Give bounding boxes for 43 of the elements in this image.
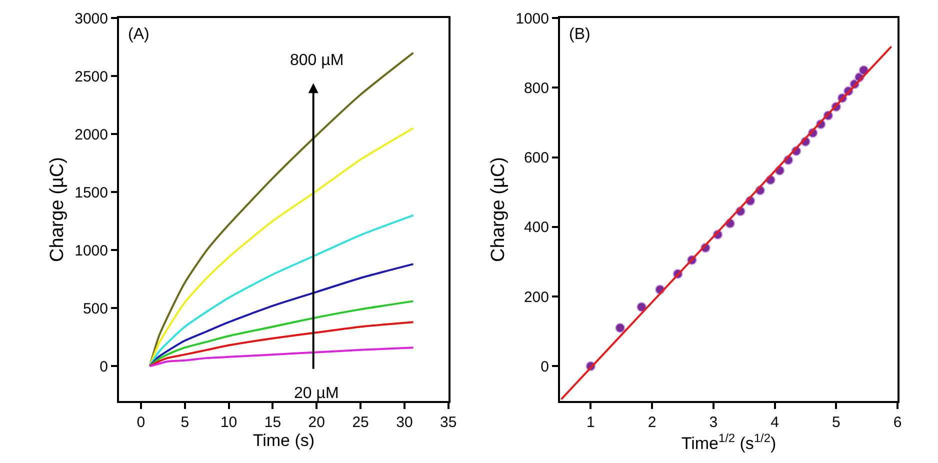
annotation: 20 µM xyxy=(294,385,339,402)
y-tick-label: 3000 xyxy=(74,10,108,28)
line-series xyxy=(148,52,414,368)
x-tick-label: 3 xyxy=(709,414,718,431)
x-tick-label: 20 xyxy=(308,414,325,431)
y-tick-label: 600 xyxy=(524,150,549,167)
x-tick-label: 1 xyxy=(586,414,595,431)
annotation: (A) xyxy=(128,26,150,43)
x-tick-label: 10 xyxy=(220,414,238,431)
x-tick-label: 30 xyxy=(396,414,413,431)
y-tick-label: 1000 xyxy=(74,242,108,260)
x-axis-title: Time (s) xyxy=(252,431,315,450)
y-tick-label: 2500 xyxy=(74,68,108,86)
y-tick-label: 2000 xyxy=(74,126,108,144)
x-tick-label: 0 xyxy=(136,414,146,431)
line-series xyxy=(148,127,414,368)
y-tick-label: 1500 xyxy=(74,184,108,202)
x-axis-title: Time$^{1/2}$ (s$^{1/2}$) xyxy=(681,431,776,454)
x-tick-label: 5 xyxy=(180,414,190,431)
x-tick-label: 15 xyxy=(264,414,282,431)
annotation: (B) xyxy=(569,26,590,43)
annotation: 800 µM xyxy=(290,52,344,69)
line-series xyxy=(148,321,414,368)
y-axis-title: Charge (µC) xyxy=(46,157,68,262)
x-tick-label: 5 xyxy=(832,414,840,431)
line-series xyxy=(148,300,414,368)
y-tick-label: 800 xyxy=(524,80,549,97)
line-series xyxy=(148,346,414,368)
x-tick-label: 6 xyxy=(893,414,902,431)
x-tick-label: 4 xyxy=(770,414,779,431)
point xyxy=(615,322,626,333)
y-tick-label: 500 xyxy=(82,300,108,318)
y-axis-title: Charge (µC) xyxy=(488,157,509,262)
x-tick-label: 35 xyxy=(440,414,457,431)
line-series xyxy=(148,263,414,368)
y-tick-label: 1000 xyxy=(516,10,549,28)
x-tick-label: 2 xyxy=(648,414,656,431)
y-tick-label: 0 xyxy=(100,358,108,376)
y-tick-label: 0 xyxy=(540,358,549,376)
y-tick-label: 400 xyxy=(524,219,549,236)
line-series xyxy=(148,214,414,368)
y-tick-label: 200 xyxy=(524,288,549,306)
x-tick-label: 25 xyxy=(352,414,369,431)
